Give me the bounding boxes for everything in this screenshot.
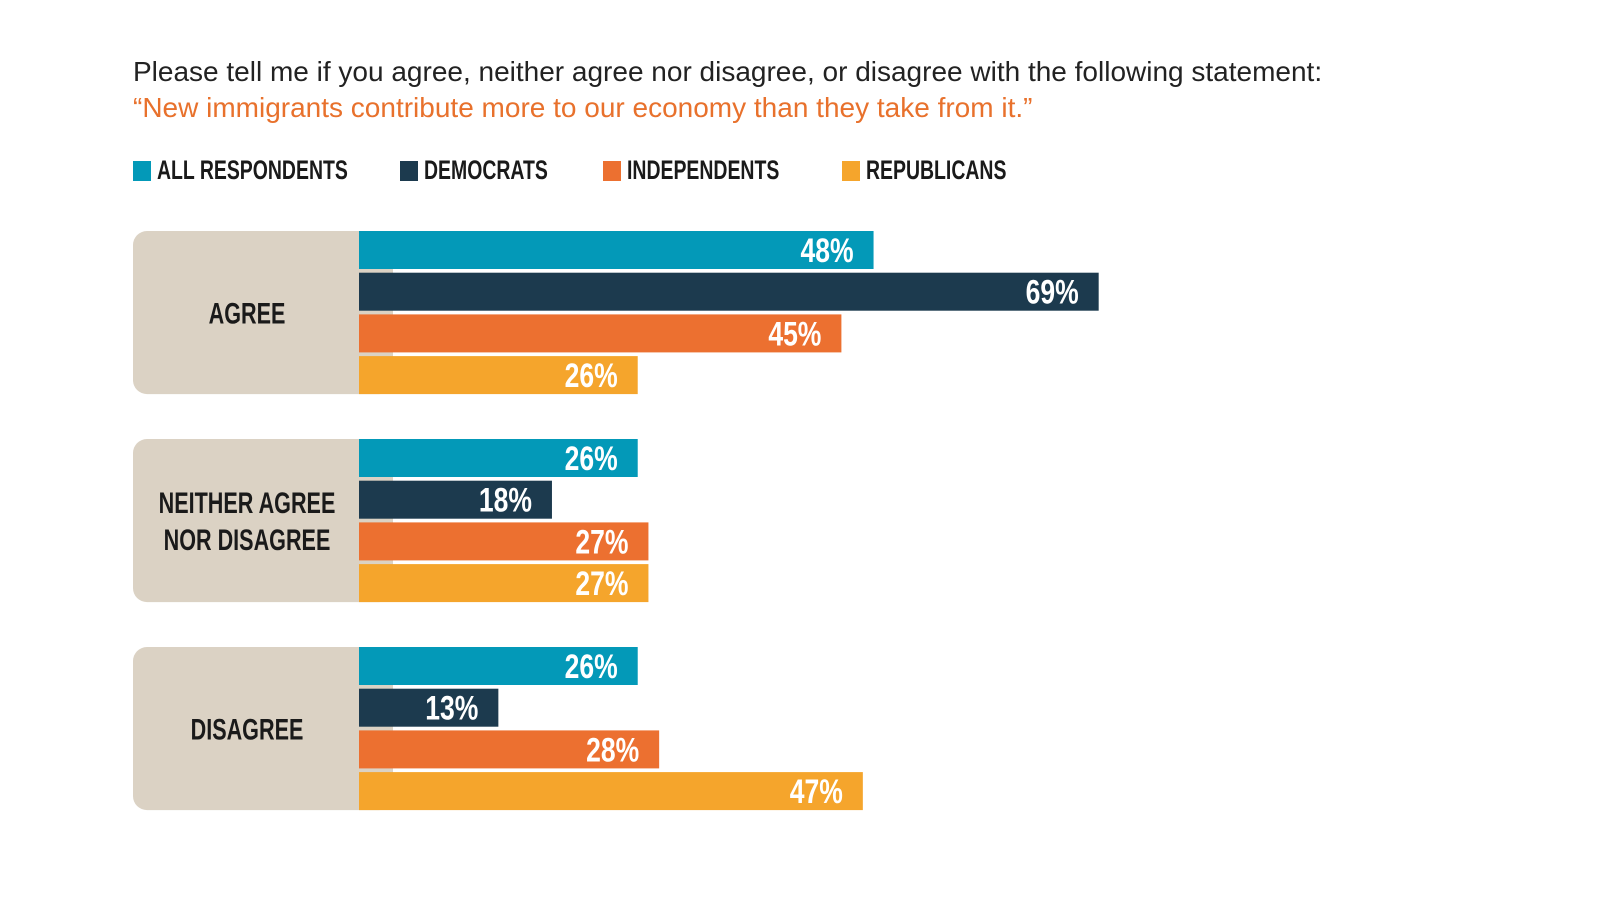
- bar: [359, 772, 863, 811]
- category-label: NOR DISAGREE: [164, 523, 331, 557]
- chart-subtitle: “New immigrants contribute more to our e…: [133, 92, 1033, 123]
- value-label: 18%: [479, 482, 532, 520]
- value-label: 26%: [565, 648, 618, 686]
- category-label: NEITHER AGREE: [159, 486, 336, 520]
- bar: [359, 522, 649, 561]
- value-label: 48%: [800, 232, 853, 270]
- bar: [359, 647, 638, 685]
- category-panel: [133, 439, 393, 603]
- bar: [359, 272, 1099, 311]
- value-label: 45%: [768, 315, 821, 353]
- legend-item: ALL RESPONDENTS: [133, 155, 422, 186]
- value-label: 69%: [1026, 274, 1079, 312]
- category-panel: [133, 231, 393, 395]
- legend-label: DEMOCRATS: [424, 155, 548, 185]
- bar: [359, 231, 874, 269]
- category-panel: [133, 647, 393, 811]
- bar: [359, 480, 552, 519]
- value-label: 27%: [575, 565, 628, 603]
- category-label: AGREE: [209, 296, 286, 330]
- bar: [359, 314, 842, 353]
- value-label: 28%: [586, 731, 639, 769]
- value-label: 26%: [565, 357, 618, 395]
- value-label: 27%: [575, 523, 628, 561]
- legend-label: INDEPENDENTS: [627, 155, 780, 185]
- legend-swatch: [400, 160, 418, 181]
- category-label: DISAGREE: [191, 712, 304, 746]
- legend-item: DEMOCRATS: [400, 155, 596, 186]
- chart-title: Please tell me if you agree, neither agr…: [133, 56, 1323, 87]
- legend-label: ALL RESPONDENTS: [157, 155, 348, 185]
- legend-swatch: [133, 160, 151, 181]
- bar: [359, 730, 660, 769]
- bar: [359, 564, 649, 603]
- legend-swatch: [603, 160, 621, 181]
- legend-item: INDEPENDENTS: [603, 155, 839, 186]
- legend-item: REPUBLICANS: [842, 155, 1061, 186]
- value-label: 26%: [565, 440, 618, 478]
- value-label: 13%: [425, 690, 478, 728]
- legend-label: REPUBLICANS: [866, 155, 1007, 185]
- bar: [359, 688, 499, 727]
- legend-swatch: [842, 160, 860, 181]
- value-label: 47%: [790, 773, 843, 811]
- bar: [359, 356, 638, 395]
- bar: [359, 439, 638, 477]
